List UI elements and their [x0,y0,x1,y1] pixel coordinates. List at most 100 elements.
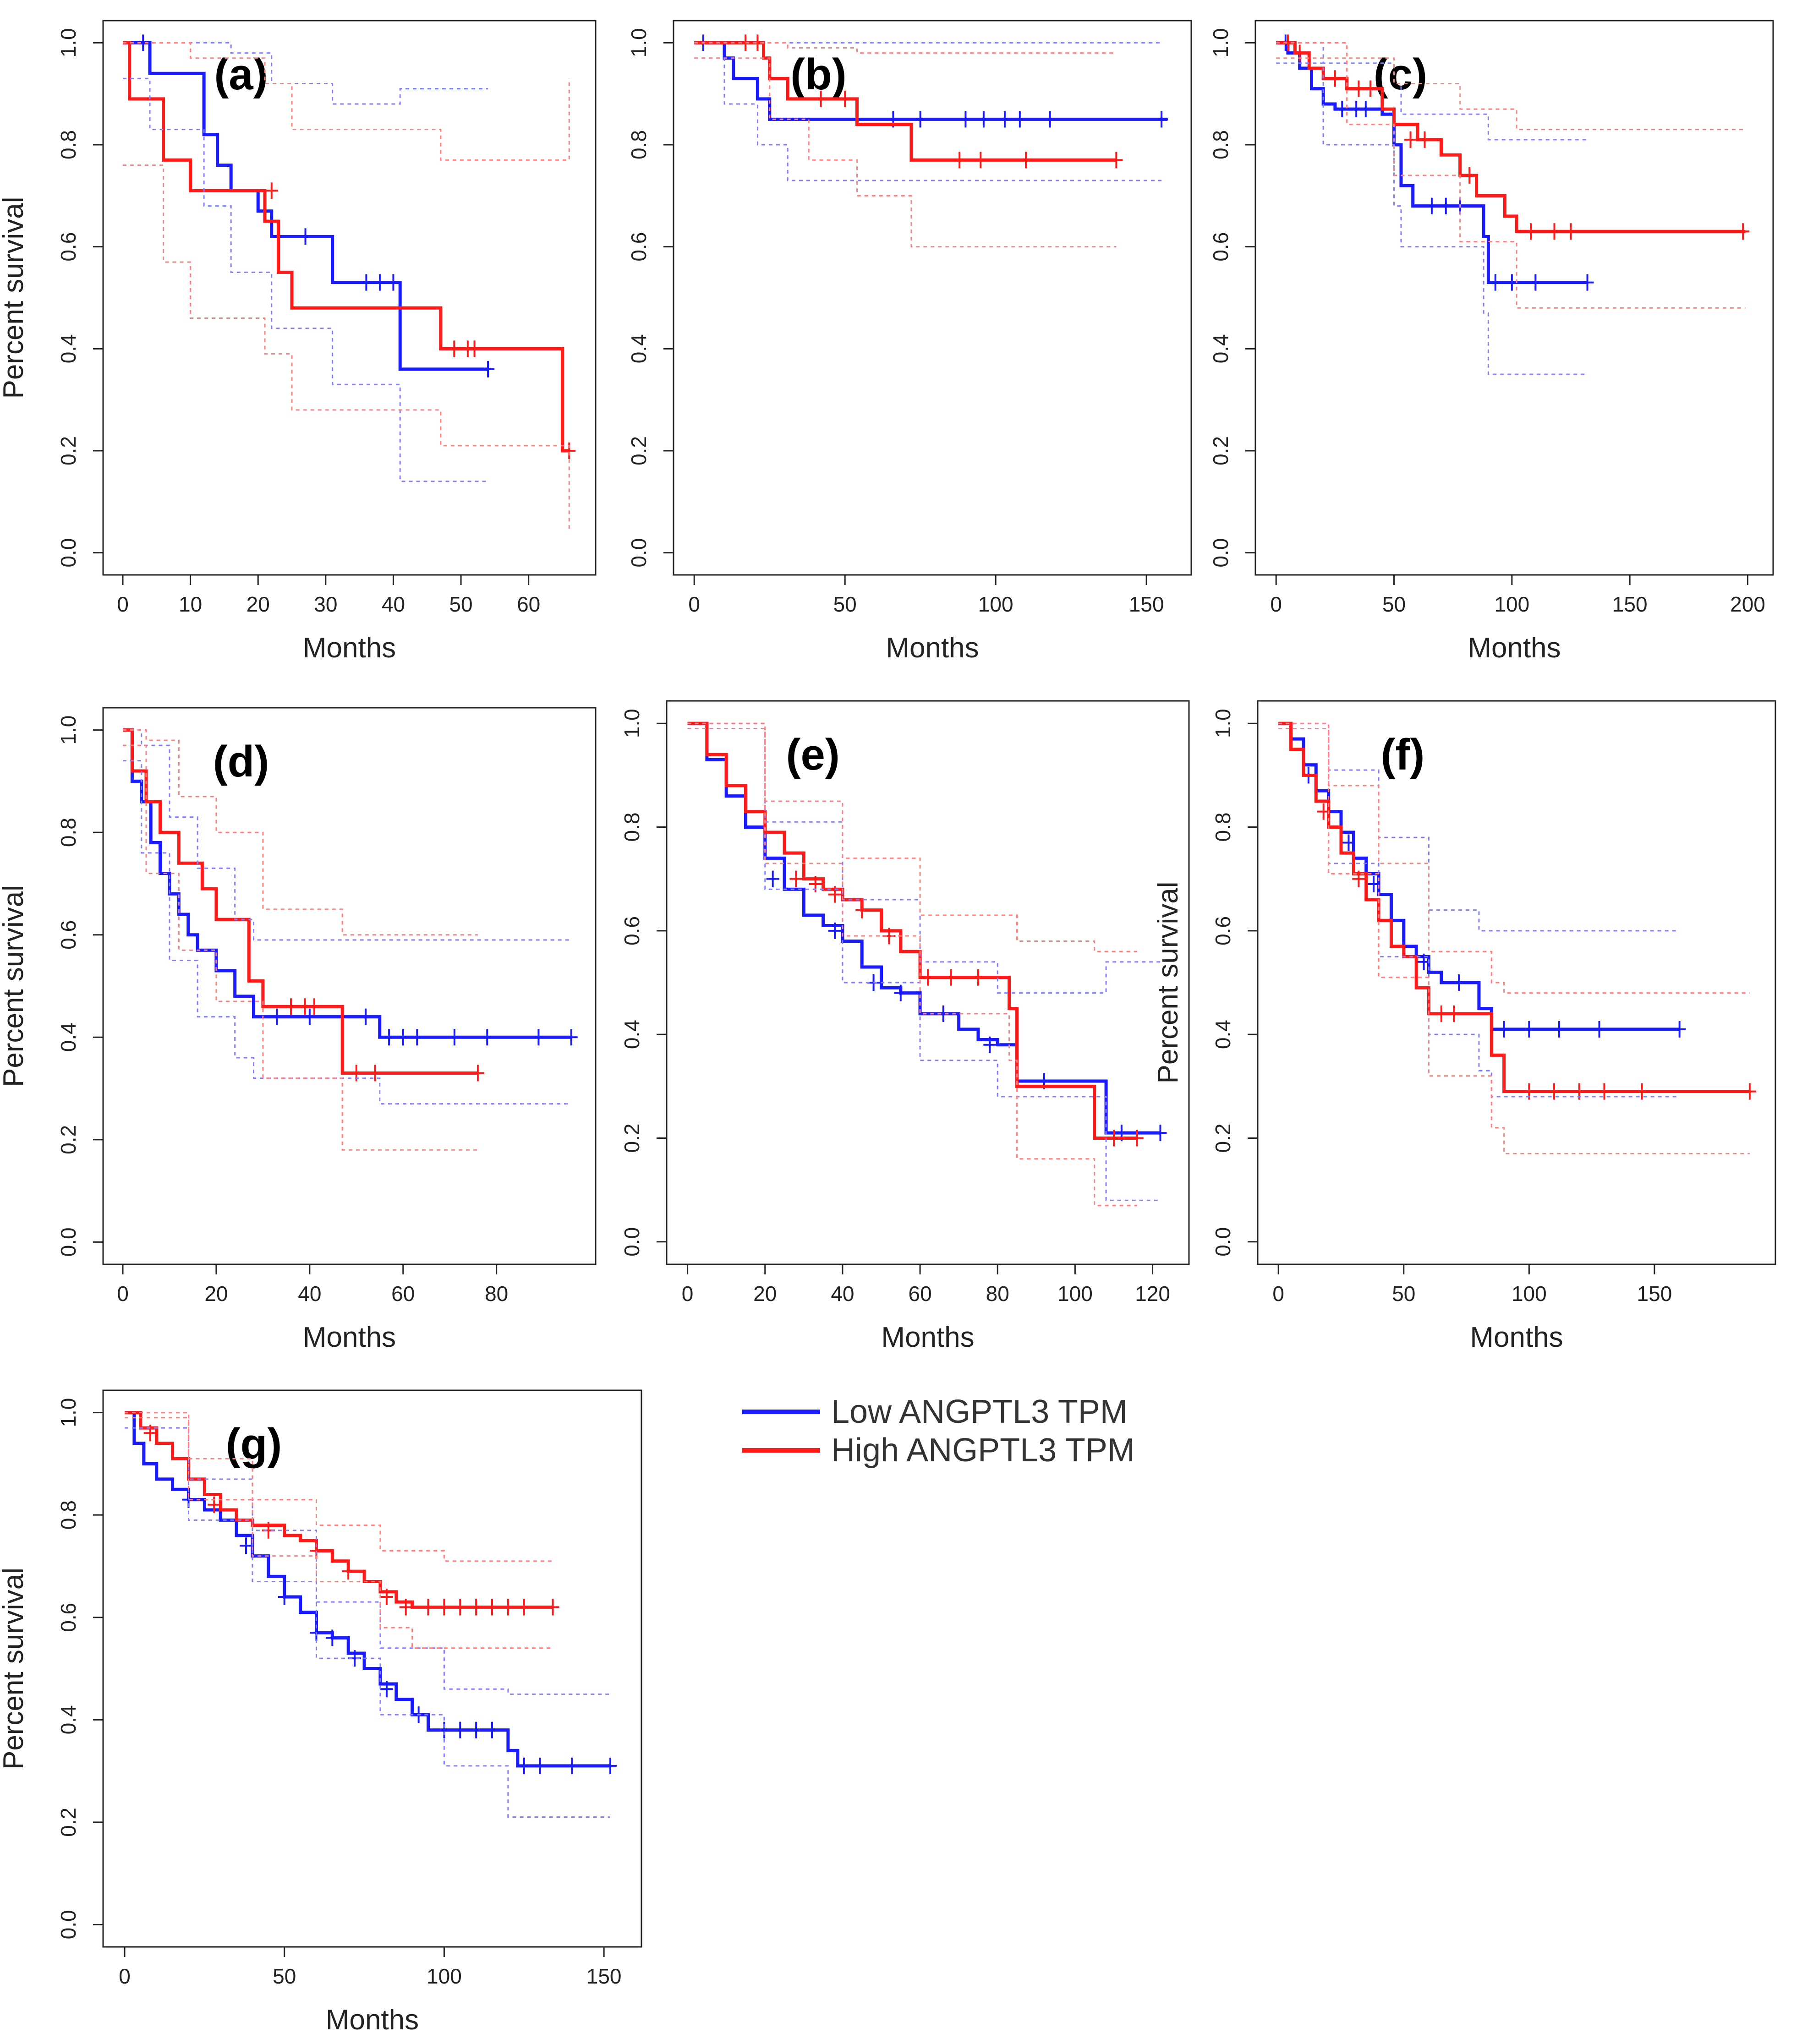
panel-c-high-ci-lower-line [1276,57,1746,309]
panel-b-xtick-label: 150 [1129,592,1164,616]
panel-d-xlabel: Months [303,1322,396,1353]
panel-b-ytick-label: 1.0 [627,28,651,57]
panel-a-xlabel: Months [303,632,396,664]
panel-e: (e) 0 20 40 60 80 100 120 0.0 0.2 0.4 0.6 0.8 1.0 Mont… [620,700,1190,1353]
panel-a-ytick-label: 0.6 [56,232,80,262]
panel-b-high-angptl3-tpm-censor-mark [838,90,852,107]
panel-a-low-angptl3-tpm-censor-mark [387,274,400,291]
panel-a-low-angptl3-tpm-censor-mark [482,361,495,377]
panel-e-low-angptl3-tpm-line [687,721,1161,1135]
panel-f-high-angptl3-tpm-censor-mark [1548,1083,1561,1100]
panel-a-xtick-label: 30 [314,592,337,616]
panel-f-low-angptl3-tpm-censor-mark [1497,1021,1511,1038]
panel-c-xtick-label: 50 [1382,592,1406,616]
panel-g-ytick-label: 0.8 [56,1500,80,1530]
panel-d-high-angptl3-tpm-censor-mark [471,1065,484,1082]
legend-entry-low: Low ANGPTL3 TPM [742,1393,1135,1431]
panel-e-ytick-label: 0.8 [620,813,644,842]
panel-g-ytick-label: 0.6 [56,1603,80,1632]
panel-g-ytick-label: 0.4 [56,1705,80,1734]
panel-f-xtick-label: 100 [1512,1282,1547,1306]
panel-b-low-angptl3-tpm-censor-mark [1155,111,1168,128]
panel-a: (a) 0 10 20 30 40 50 60 0.0 0.2 0.4 0.6 0.8 1.0 Months… [0,20,597,664]
panel-g-high-angptl3-tpm-censor-mark [470,1599,483,1616]
panel-g-low-angptl3-tpm-censor-mark [565,1757,579,1774]
panel-f-low-angptl3-tpm-censor-mark [1417,953,1430,970]
panel-d-low-angptl3-tpm-censor-mark [383,1029,396,1046]
panel-d-xtick-label: 60 [391,1282,415,1306]
panel-g-high-angptl3-tpm-censor-mark [501,1599,515,1616]
panel-f-frame [1257,700,1776,1265]
panel-f-ytick-label: 0.8 [1211,813,1235,842]
panel-b-high-angptl3-tpm-censor-mark [1110,152,1123,169]
panel-c-low-angptl3-tpm-censor-mark [1581,274,1594,291]
panel-f-ytick-label: 0.4 [1211,1020,1235,1049]
panel-a-high-angptl3-tpm-censor-mark [448,340,461,357]
panel-f-high-angptl3-tpm-censor-mark [1352,870,1365,887]
panel-a-ytick-label: 0.2 [56,436,80,465]
panel-d-high-angptl3-tpm-censor-mark [285,998,298,1015]
panel-g-high-angptl3-tpm-censor-mark [454,1599,467,1616]
panel-b-low-angptl3-tpm-censor-mark [1043,111,1057,128]
panel-d: (d) 0 20 40 60 80 0.0 0.2 0.4 0.6 0.8 1.0 Months Perc… [0,707,597,1353]
panel-a-low-angptl3-tpm-line [123,41,488,371]
panel-e-low-angptl3-tpm-censor-mark [1154,1125,1167,1142]
panel-f-xtick-label: 50 [1392,1282,1415,1306]
panel-c-low-angptl3-tpm-censor-mark [1425,197,1438,214]
panel-f-high-ci-upper-line [1278,722,1750,994]
legend: Low ANGPTL3 TPM High ANGPTL3 TPM [742,1393,1135,1470]
panel-c-low-angptl3-tpm-censor-mark [1489,274,1502,291]
panel-f-low-angptl3-tpm-censor-mark [1452,974,1466,991]
panel-c-ytick-label: 0.4 [1209,334,1232,363]
panel-g-high-angptl3-tpm-censor-mark [486,1599,499,1616]
panel-c-low-angptl3-tpm-censor-mark [1439,197,1452,214]
panel-f-low-angptl3-tpm-line [1278,721,1680,1031]
panel-d-high-angptl3-tpm-censor-mark [308,998,321,1015]
panel-e-high-angptl3-tpm-censor-mark [1107,1130,1120,1147]
panel-d-ytick-label: 0.8 [56,818,80,847]
panel-g-ytick-label: 0.0 [56,1910,80,1939]
panel-d-low-ci-lower-line [123,760,571,1105]
panel-g-high-angptl3-tpm-censor-mark [517,1599,531,1616]
panel-e-high-ci-upper-line [687,722,1137,952]
panel-e-ytick-label: 0.6 [620,916,644,945]
panel-f-low-angptl3-tpm-censor-mark [1553,1021,1566,1038]
panel-b-low-angptl3-tpm-censor-mark [1013,111,1026,128]
panel-g-ylabel: Percent survival [0,1568,29,1770]
panel-d-high-angptl3-tpm-line [123,728,478,1075]
panel-b-ytick-label: 0.2 [627,436,651,465]
panel-c-high-angptl3-tpm-censor-mark [1564,223,1577,240]
panel-f-high-angptl3-tpm-censor-mark [1635,1083,1649,1100]
panel-c-xlabel: Months [1468,632,1561,664]
panel-b-high-ci-lower-line [694,57,1117,248]
panel-c-high-ci-upper-line [1276,42,1746,131]
panel-g-high-angptl3-tpm-censor-mark [380,1589,393,1606]
panel-c-xtick-label: 100 [1494,592,1529,616]
panel-c-ytick-label: 0.2 [1209,436,1232,465]
panel-a-high-angptl3-tpm-censor-mark [468,340,481,357]
panel-e-high-angptl3-tpm-censor-mark [944,969,958,986]
panel-d-low-angptl3-tpm-line [123,728,571,1039]
panel-g-xtick-label: 150 [586,1964,622,1988]
panel-f-ytick-label: 0.0 [1211,1227,1235,1257]
panel-f-high-angptl3-tpm-censor-mark [1447,1005,1461,1022]
panel-e-high-angptl3-tpm-censor-mark [855,902,869,918]
panel-e-xtick-label: 120 [1135,1282,1170,1306]
panel-b-high-angptl3-tpm-censor-mark [1019,152,1032,169]
panel-e-high-angptl3-tpm-censor-mark [921,969,934,986]
panel-a-low-angptl3-tpm-censor-mark [299,228,312,245]
panel-b-xtick-label: 0 [688,592,700,616]
panel-d-low-angptl3-tpm-censor-mark [481,1029,494,1046]
panel-g-high-angptl3-tpm-censor-mark [422,1599,435,1616]
panel-c-high-angptl3-tpm-censor-mark [1524,223,1538,240]
panel-e-low-angptl3-tpm-censor-mark [894,984,907,1001]
panel-f-low-angptl3-tpm-censor-mark [1367,876,1380,892]
panel-e-ytick-label: 0.0 [620,1227,644,1257]
panel-f-title: (f) [1380,730,1424,779]
legend-label-high: High ANGPTL3 TPM [831,1432,1135,1469]
panel-b-frame [673,20,1192,576]
panel-a-xtick-label: 60 [517,592,540,616]
panel-b-high-angptl3-tpm-censor-mark [953,152,966,169]
panel-b-low-angptl3-tpm-line [694,41,1168,121]
panel-e-xtick-label: 80 [986,1282,1009,1306]
